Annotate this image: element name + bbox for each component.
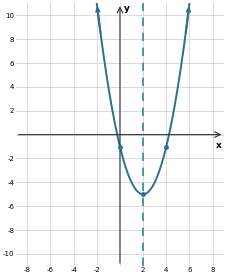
- Text: x: x: [216, 141, 221, 150]
- Text: y: y: [124, 4, 130, 13]
